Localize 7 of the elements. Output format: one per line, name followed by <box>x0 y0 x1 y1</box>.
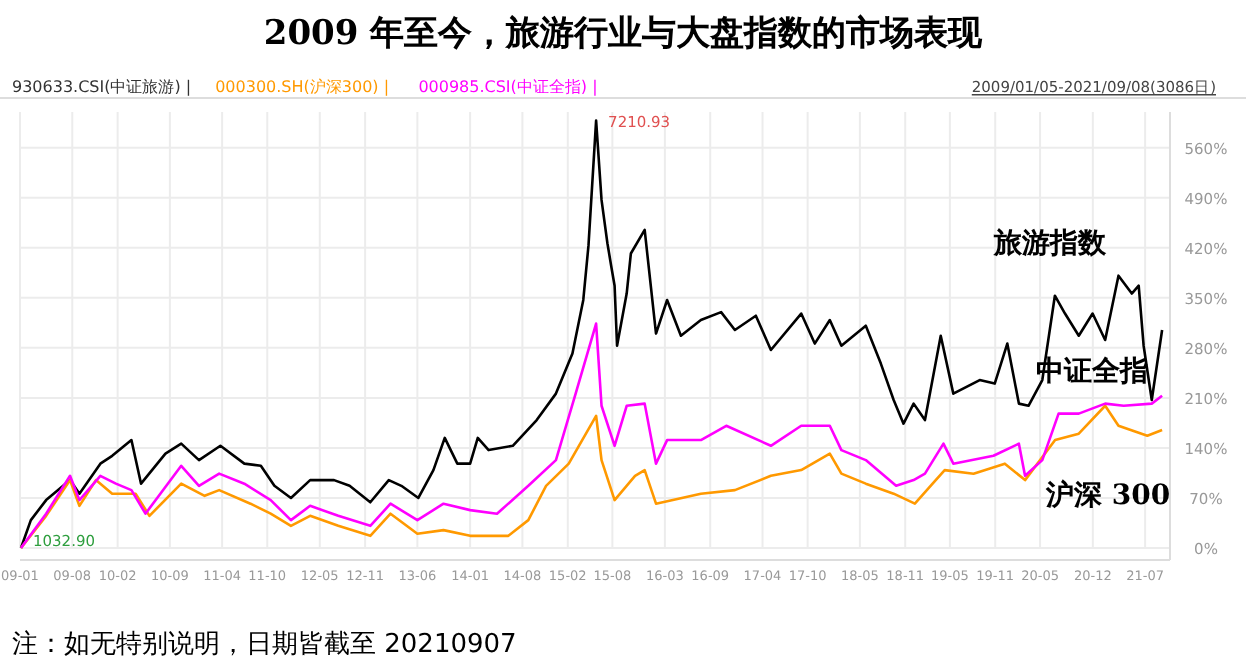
chart-title: 2009 年至今，旅游行业与大盘指数的市场表现 <box>263 14 985 54</box>
text: 注：如无特别说明，日期皆截至 20210907 <box>12 630 517 660</box>
text: 000985.CSI(中证全指) | <box>418 78 598 96</box>
series-label: 旅游指数 <box>992 228 1108 260</box>
series-label: 沪深 300 <box>1044 478 1171 512</box>
text: 930633.CSI(中证旅游) | <box>12 78 192 96</box>
text: 000300.SH(沪深300) | <box>215 78 390 96</box>
